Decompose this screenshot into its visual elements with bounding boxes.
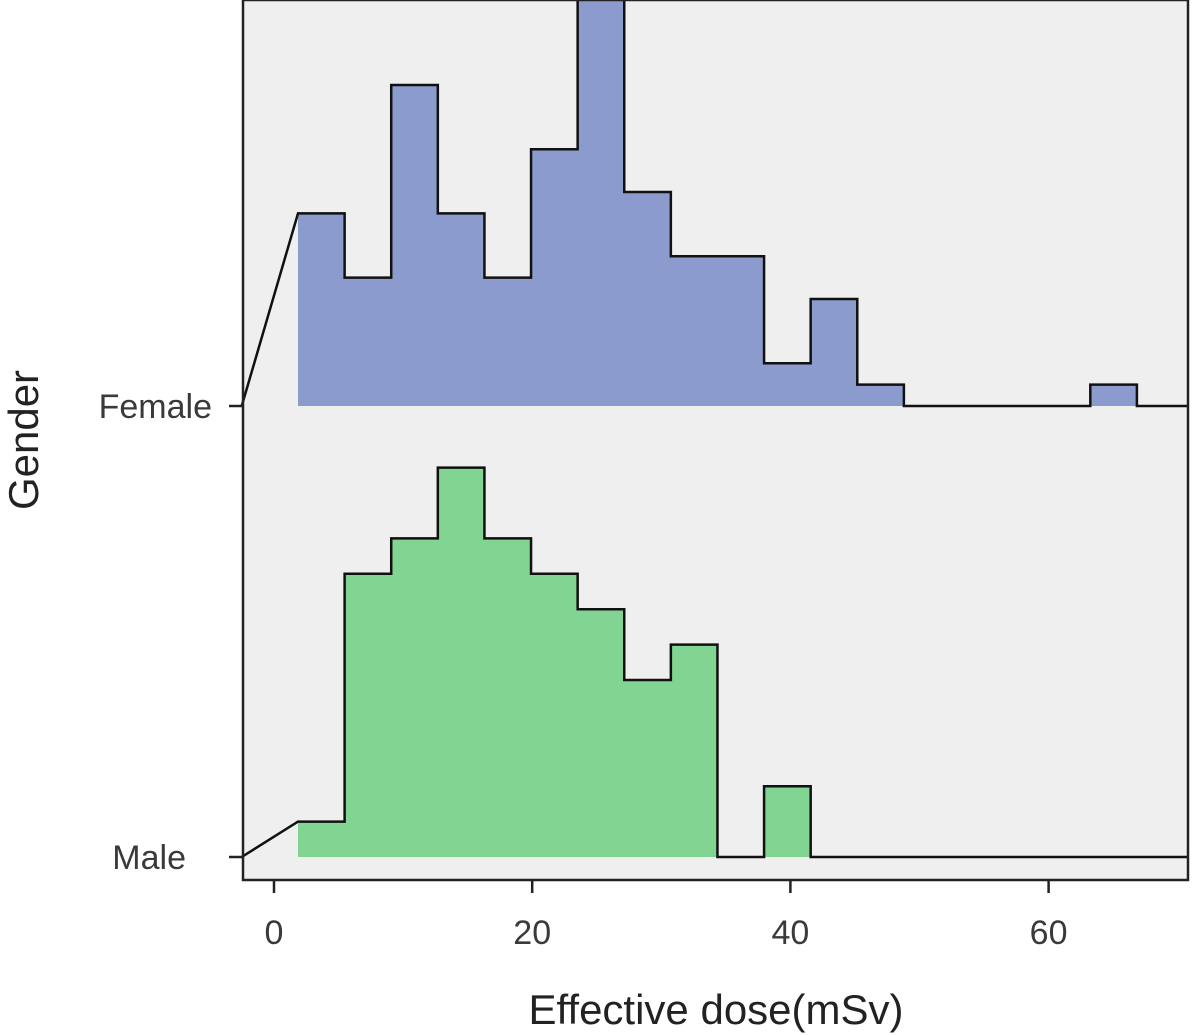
x-axis-title: Effective dose(mSv): [528, 986, 903, 1033]
histogram-bar: [531, 149, 579, 406]
histogram-bar: [577, 609, 625, 857]
histogram-bar: [1090, 384, 1138, 406]
histogram-bar: [391, 85, 439, 406]
histogram-bar: [298, 213, 346, 406]
histogram-bar: [764, 786, 812, 857]
histogram-bar: [531, 573, 579, 857]
histogram-bar: [344, 277, 392, 406]
histogram-bar: [717, 256, 765, 406]
histogram-bar: [391, 538, 439, 857]
histogram-bar: [670, 256, 718, 406]
histogram-bar: [344, 573, 392, 857]
histogram-bar: [764, 363, 812, 406]
ridge-female: [240, 0, 1189, 408]
histogram-bar: [484, 277, 532, 406]
histogram-bar: [810, 299, 858, 406]
ridge-male: [241, 466, 1189, 859]
histogram-bar: [670, 644, 718, 857]
plot-border: [241, 0, 1190, 882]
x-tick-label: 20: [513, 914, 551, 952]
histogram-bar: [437, 467, 485, 857]
histogram-bar: [577, 0, 625, 407]
ridge-outline: [240, 0, 1189, 408]
x-tick-label: 60: [1030, 914, 1068, 952]
y-axis-title: Gender: [0, 370, 47, 510]
histogram-bar: [624, 192, 672, 406]
histogram-bar: [857, 384, 905, 406]
histogram-bar: [624, 680, 672, 857]
histogram-bar: [484, 538, 532, 857]
y-tick-label: Male: [112, 839, 186, 877]
histogram-bar: [437, 213, 485, 406]
y-tick-label: Female: [99, 388, 212, 426]
histogram-bar: [298, 821, 346, 857]
ridge-outline: [241, 466, 1189, 859]
x-tick-label: 40: [771, 914, 809, 952]
x-tick-label: 0: [265, 914, 284, 952]
